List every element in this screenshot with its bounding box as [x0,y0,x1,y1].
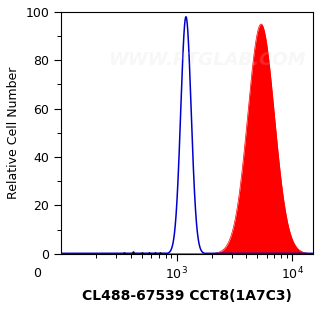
Y-axis label: Relative Cell Number: Relative Cell Number [7,67,20,199]
Text: 0: 0 [33,267,41,280]
Text: WWW.PTGLAB.COM: WWW.PTGLAB.COM [108,51,306,69]
X-axis label: CL488-67539 CCT8(1A7C3): CL488-67539 CCT8(1A7C3) [82,289,292,303]
